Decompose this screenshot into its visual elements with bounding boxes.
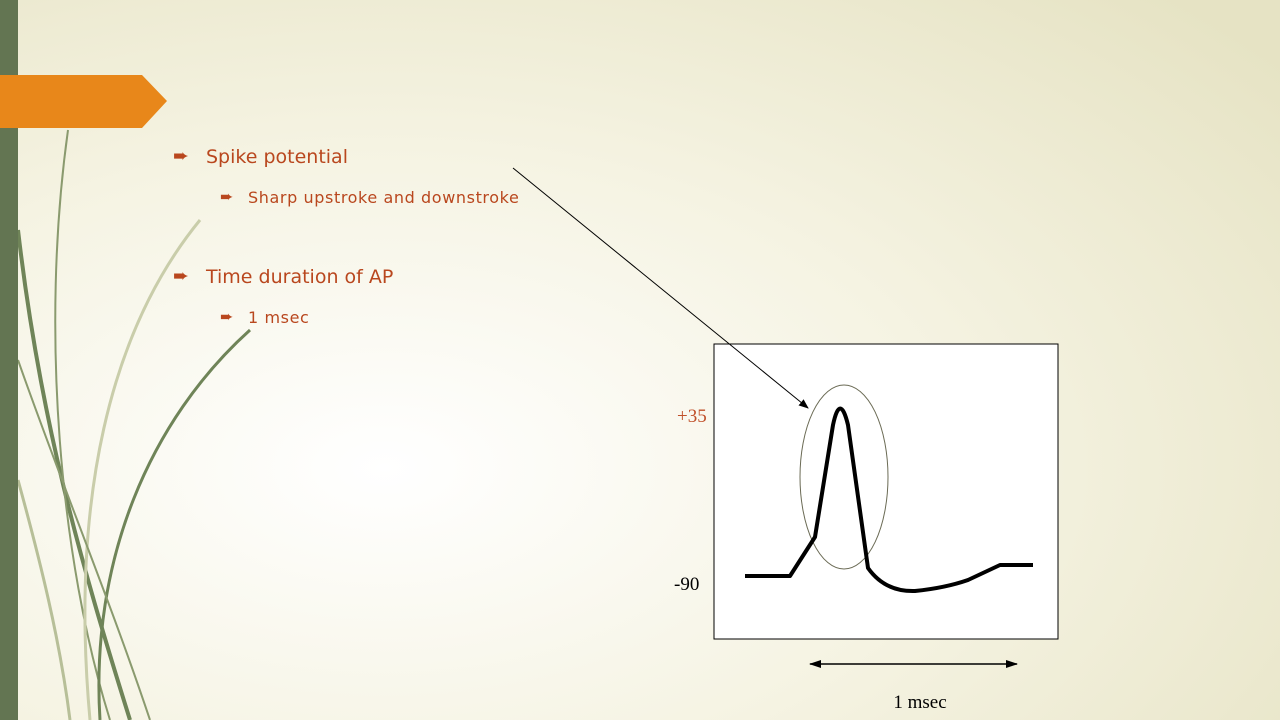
bullet: Spike potential: [206, 146, 348, 168]
figure-box: [713, 343, 1059, 640]
bullet: Time duration of AP: [205, 266, 393, 288]
sub-bullet: Sharp upstroke and downstroke: [248, 188, 519, 207]
highlight-ellipse: [799, 384, 889, 570]
decor-curves: [16, 129, 252, 720]
bullet-icon: ➨: [220, 187, 234, 206]
sub-bullet: 1 msec: [248, 308, 309, 327]
bullet-icon: ➨: [173, 145, 189, 167]
bullet-icon: ➨: [220, 307, 234, 326]
pointer-arrow: [512, 167, 809, 409]
action-potential-trace: [745, 406, 1033, 594]
side-strip: [0, 0, 18, 720]
voltage-label: -90: [674, 574, 699, 595]
voltage-label: +35: [677, 406, 707, 427]
title-tab: [0, 75, 167, 128]
bullet-icon: ➨: [173, 265, 189, 287]
time-label: 1 msec: [893, 692, 946, 713]
